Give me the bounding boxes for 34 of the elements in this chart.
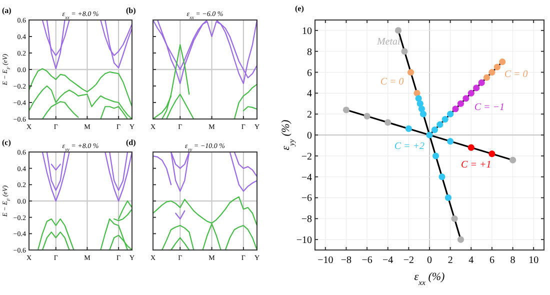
x-tick-label: −4 <box>382 255 394 266</box>
text: (d) <box>126 138 136 147</box>
x-tick-label: 8 <box>510 255 516 266</box>
y-tick-label: −2 <box>301 151 312 162</box>
text: (b) <box>126 6 136 15</box>
y-tick-label: 2 <box>307 110 312 121</box>
x-tick-label: 4 <box>468 255 474 266</box>
y-tick-label: −8 <box>301 214 312 226</box>
x-tick-label: 10 <box>528 255 539 266</box>
y-tick-label: 0 <box>307 130 312 142</box>
x-axis-title: ε$_{xx}$ (%) <box>414 271 446 286</box>
y-tick-label: −4 <box>301 172 312 184</box>
y-tick-label: 8 <box>307 46 312 58</box>
x-tick-label: −2 <box>403 255 414 266</box>
text: (e) <box>295 4 304 13</box>
series-label: C = 0 <box>504 68 528 80</box>
x-tick-label: −6 <box>362 255 372 266</box>
series-label: C = +2 <box>394 141 424 152</box>
x-tick-label: 6 <box>489 255 494 266</box>
y-tick-label: 10 <box>302 26 312 37</box>
series-label: C = 0 <box>380 76 404 88</box>
x-tick-label: −8 <box>340 255 352 266</box>
y-tick-label: 4 <box>307 88 312 100</box>
text: (c) <box>2 138 12 147</box>
y-tick-label: −10 <box>296 235 312 246</box>
x-tick-label: 0 <box>427 255 432 266</box>
y-tick-label: 6 <box>307 68 312 79</box>
text: (a) <box>2 6 12 15</box>
x-tick-label: −10 <box>318 255 334 266</box>
series-label: Metal <box>376 36 400 48</box>
x-tick-label: 2 <box>448 255 453 266</box>
series-label: C = −1 <box>474 102 505 113</box>
y-tick-label: −6 <box>301 193 312 204</box>
series-label: C = +1 <box>461 160 492 171</box>
